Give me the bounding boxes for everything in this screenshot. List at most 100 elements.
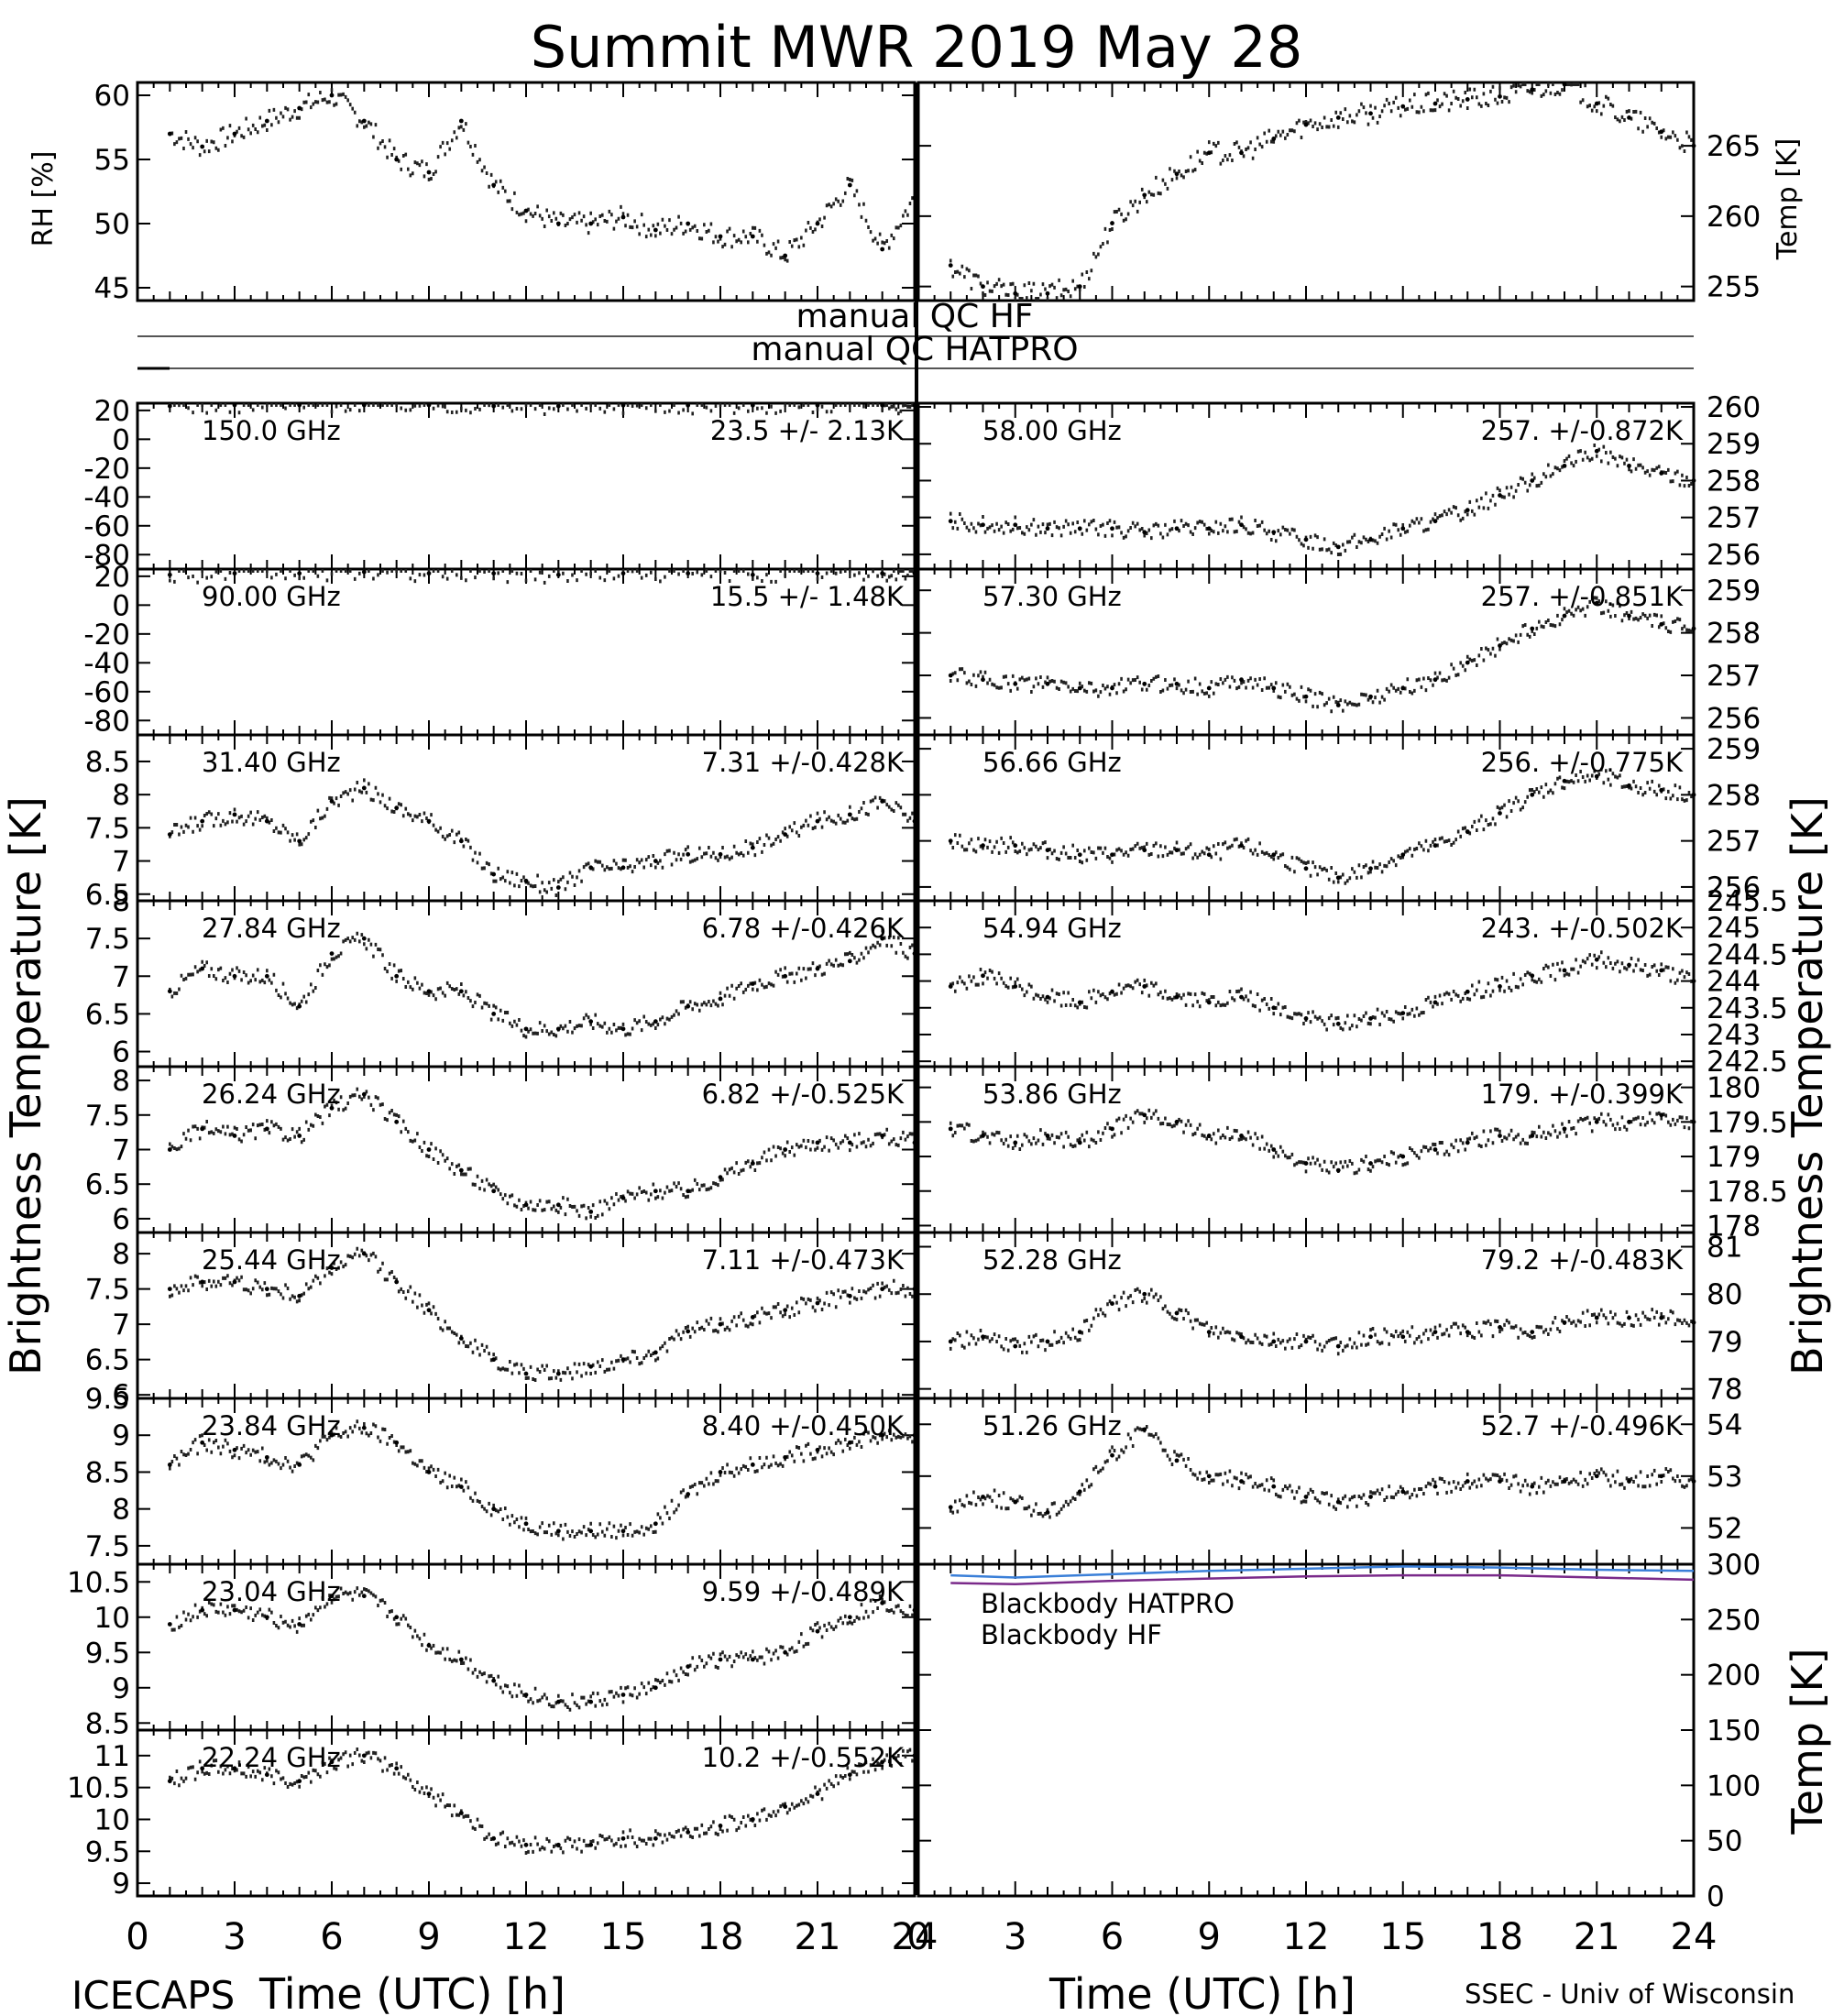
data-point [1530,626,1535,631]
data-series-58.00 [949,443,1693,556]
y-tick-label: 179.5 [1707,1106,1788,1139]
data-point [1594,1119,1599,1124]
stat-label: 15.5 +/- 1.48K [710,581,905,612]
data-point [555,221,561,226]
data-point [1271,137,1277,141]
data-point [948,519,953,524]
data-point [458,1811,464,1815]
data-point [167,131,172,137]
data-point [1239,522,1244,528]
data-point [718,1175,723,1180]
data-point [1659,1474,1664,1479]
data-point [394,973,400,979]
data-point [1498,1479,1502,1484]
y-tick-label: -20 [83,453,130,486]
y-tick-label: 0 [112,589,130,622]
x-tick-label: 6 [1101,1916,1124,1958]
data-point [1465,829,1470,834]
panel-58.00: 256 257 258 259 260 58.00 GHz 257. +/-0.872K [916,391,1761,572]
data-point [718,234,723,239]
data-series-31.40 [169,778,914,898]
x-tick-label: 12 [503,1916,550,1958]
data-point [620,1835,626,1841]
data-point [815,1791,820,1797]
data-point [847,1440,852,1445]
qc-hf-label: manual QC HF [796,298,1034,335]
data-point [981,1334,985,1340]
data-point [620,865,626,871]
data-point [491,1189,497,1194]
data-point [1432,1000,1438,1005]
data-point [815,966,820,971]
data-point [1691,792,1696,797]
data-point [394,805,400,811]
y-tick-label: 45 [94,272,130,305]
data-point [912,1287,917,1292]
x-tick-label: 15 [1379,1916,1426,1958]
y-tick-label: 8.5 [85,1456,130,1489]
stat-label: 7.31 +/-0.428K [702,747,905,778]
data-point [555,1026,561,1032]
stat-label: 256. +/-0.775K [1481,747,1684,778]
freq-label: 90.00 GHz [202,581,341,612]
data-point [1142,984,1147,989]
data-point [1206,1134,1212,1138]
data-point [361,569,367,575]
data-point [1659,129,1664,135]
data-series-52.28 [949,1287,1693,1356]
x-tick-label: 21 [795,1916,841,1958]
data-point [329,799,335,804]
data-point [1335,544,1341,550]
data-point [588,865,594,871]
data-point [1303,1495,1309,1499]
data-point [491,182,497,188]
data-point [981,1495,985,1499]
data-point [426,402,432,408]
data-point [620,1195,626,1200]
data-point [426,989,432,994]
data-point [948,673,953,678]
x-tick-label: 0 [906,1916,929,1958]
data-point [620,214,626,220]
y-tick-label: 10.5 [67,1772,130,1805]
data-point [523,1842,529,1847]
y-tick-label: 6.5 [85,1344,130,1377]
data-point [167,1622,172,1627]
data-point [167,1287,172,1292]
data-point [200,1766,205,1771]
data-point [1077,284,1082,290]
data-point [426,1791,432,1797]
data-point [1303,866,1309,871]
data-series-temp [949,82,1693,301]
x-tick-label: 21 [1574,1916,1620,1958]
data-point [1562,968,1567,973]
data-point [361,1251,367,1256]
data-point [426,1147,432,1152]
data-point [1562,1479,1567,1484]
data-point [1368,866,1373,871]
data-point [394,1119,400,1124]
data-point [1013,1140,1018,1145]
data-point [912,1432,917,1438]
data-point [1077,685,1082,691]
y-tick-label: 9.5 [85,1835,130,1868]
data-point [653,1189,658,1194]
data-point [264,818,269,824]
freq-label: 51.26 GHz [982,1410,1122,1441]
data-point [200,818,205,824]
data-point [1174,171,1180,177]
data-point [1239,1479,1244,1484]
qc-hatpro-label: manual QC HATPRO [751,331,1078,368]
data-series-25.44 [169,1246,914,1382]
x-tick-label: 18 [697,1916,744,1958]
stat-label: 179. +/-0.399K [1481,1079,1684,1110]
data-point [948,984,953,989]
data-point [394,1440,400,1445]
data-point [686,1003,691,1009]
data-point [750,1161,755,1166]
data-point [718,1824,723,1828]
stat-label: 6.78 +/-0.426K [702,913,905,944]
data-point [555,1699,561,1704]
